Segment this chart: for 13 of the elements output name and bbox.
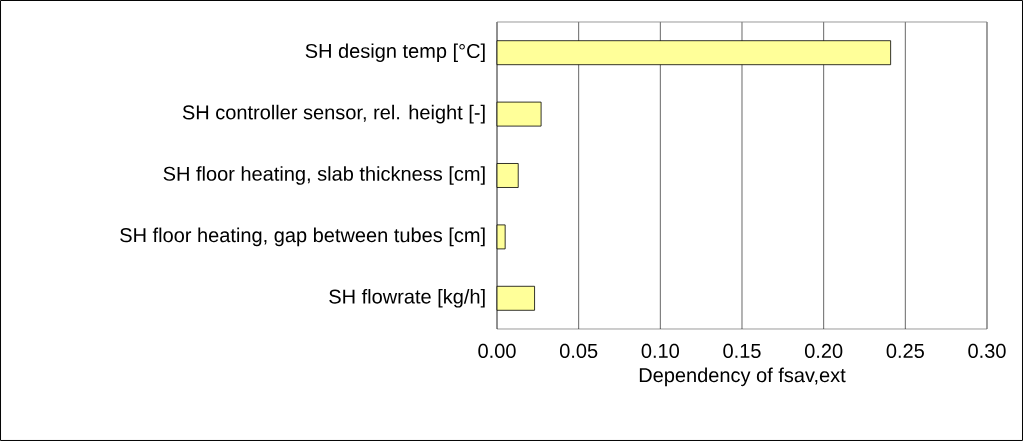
x-tick-label: 0.10 [641,343,679,359]
x-tick-label: 0.30 [968,343,1006,359]
y-tick-label: SH controller sensor, rel. height [-] [182,104,485,124]
x-axis-title: Dependency of fsav,ext [639,367,846,387]
x-tick-label: 0.05 [559,343,598,359]
y-tick-label: SH floor heating, slab thickness [cm] [163,166,485,185]
x-tick-label: 0.00 [478,343,516,359]
x-tick-label: 0.20 [804,343,843,359]
y-tick-label: SH design temp [°C] [305,43,485,63]
x-tick-label: 0.15 [723,343,761,359]
y-tick-label: SH flowrate [kg/h] [329,288,485,308]
x-tick-label: 0.25 [886,343,924,359]
y-tick-label: SH floor heating, gap between tubes [cm] [120,227,485,247]
